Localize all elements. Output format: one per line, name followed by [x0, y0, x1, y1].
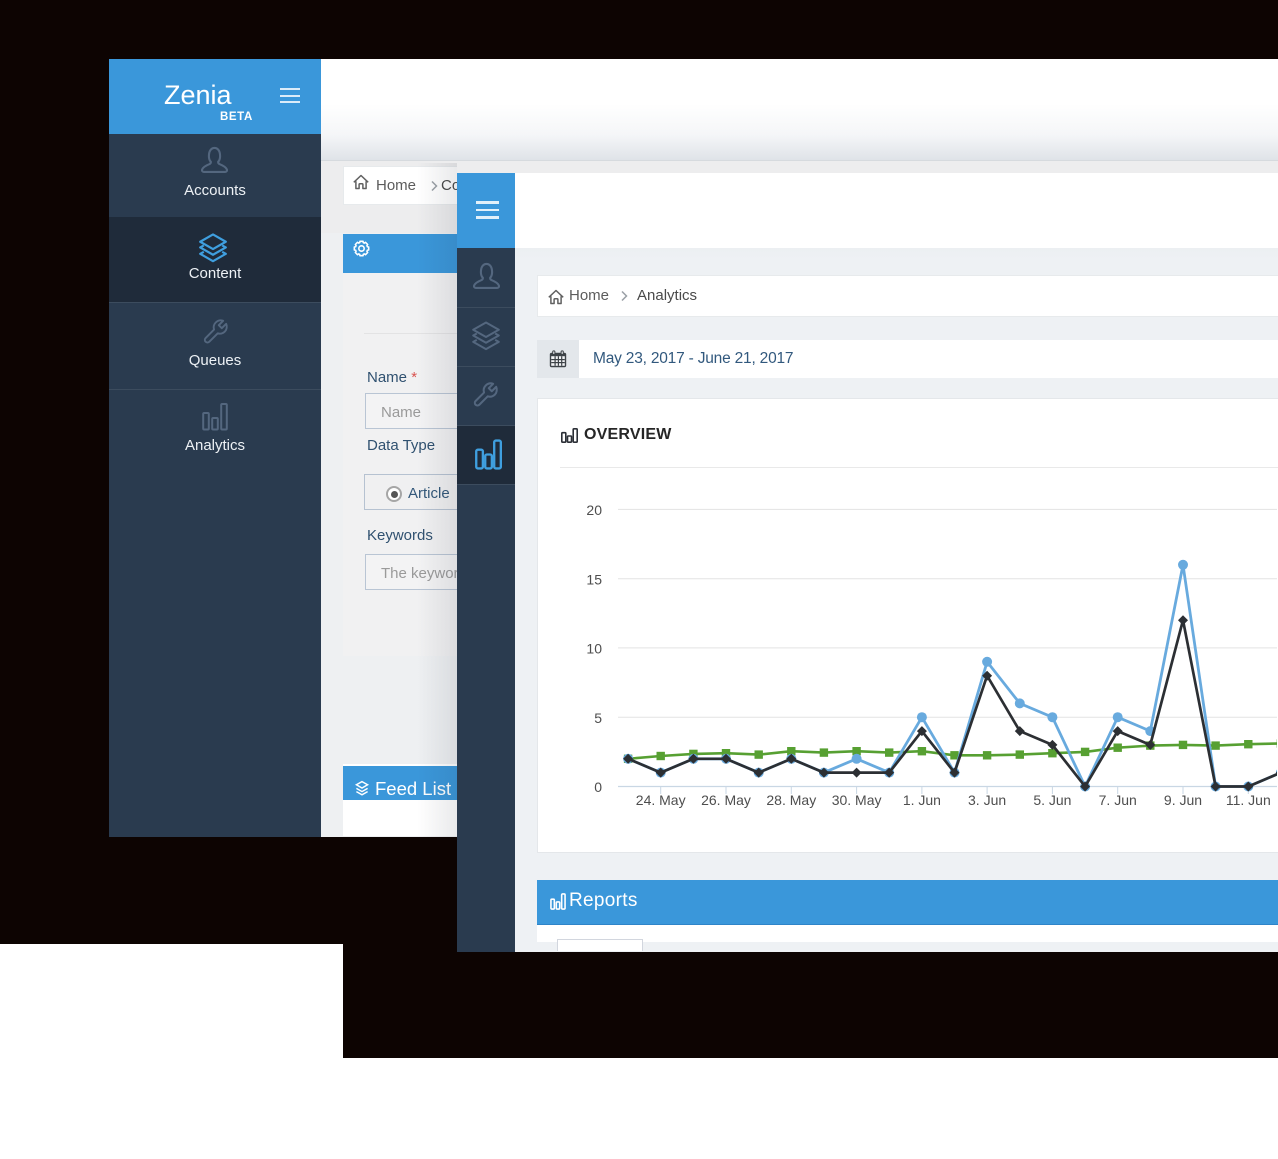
- svg-text:24. May: 24. May: [636, 792, 686, 808]
- svg-text:1. Jun: 1. Jun: [903, 792, 941, 808]
- svg-text:26. May: 26. May: [701, 792, 751, 808]
- svg-text:28. May: 28. May: [766, 792, 816, 808]
- svg-text:10: 10: [586, 641, 602, 657]
- svg-text:9. Jun: 9. Jun: [1164, 792, 1202, 808]
- svg-text:0: 0: [594, 779, 602, 795]
- svg-text:7. Jun: 7. Jun: [1099, 792, 1137, 808]
- svg-text:3. Jun: 3. Jun: [968, 792, 1006, 808]
- svg-text:30. May: 30. May: [832, 792, 882, 808]
- svg-text:5. Jun: 5. Jun: [1033, 792, 1071, 808]
- svg-text:11. Jun: 11. Jun: [1226, 792, 1271, 808]
- svg-text:20: 20: [586, 502, 602, 518]
- svg-text:15: 15: [586, 571, 602, 587]
- svg-text:5: 5: [594, 710, 602, 726]
